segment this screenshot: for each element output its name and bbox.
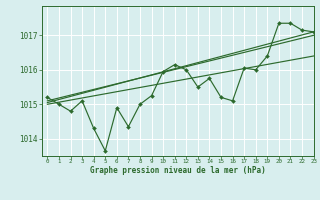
X-axis label: Graphe pression niveau de la mer (hPa): Graphe pression niveau de la mer (hPa) [90,166,266,175]
